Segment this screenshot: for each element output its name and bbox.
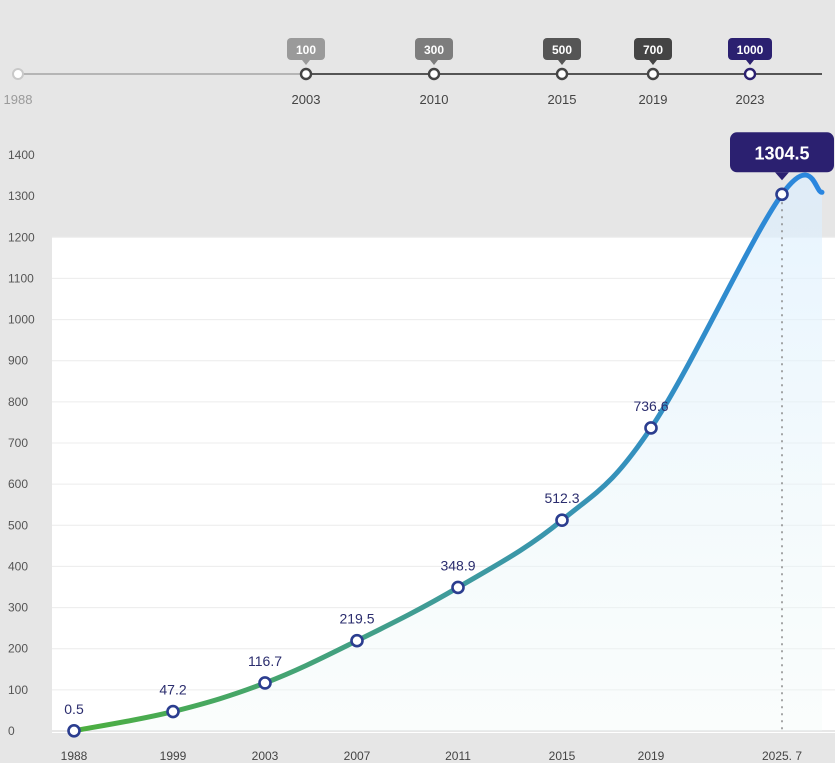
data-value-label: 348.9 <box>440 557 475 573</box>
milestone-dot <box>555 67 569 81</box>
x-tick-label: 2019 <box>638 749 665 763</box>
milestone-badge-label: 700 <box>643 43 663 57</box>
milestone-year-label: 2010 <box>420 92 449 107</box>
milestone-badge <box>287 38 325 60</box>
data-point-marker <box>644 421 658 435</box>
data-point-marker <box>350 633 364 648</box>
data-point-marker <box>451 580 465 595</box>
y-tick-label: 400 <box>8 559 28 573</box>
data-markers <box>67 187 789 738</box>
x-tick-label: 2007 <box>344 749 371 763</box>
timeline-start-dot <box>12 68 24 80</box>
y-tick-label: 600 <box>8 477 28 491</box>
milestone-dot <box>299 67 313 81</box>
y-tick-label: 300 <box>8 601 28 615</box>
x-axis: 1988 1999 2003 2007 2011 2015 2019 2025. 7 <box>61 749 803 763</box>
milestone-badge <box>415 38 453 60</box>
y-tick-label: 1300 <box>8 189 35 203</box>
x-tick-label: 2025. 7 <box>762 749 802 763</box>
milestone-year-label: 2015 <box>548 92 577 107</box>
x-tick-label: 1999 <box>160 749 187 763</box>
data-point-marker <box>258 676 272 690</box>
milestone-badge-label: 300 <box>424 43 444 57</box>
milestone-year-label: 2003 <box>292 92 321 107</box>
x-tick-label: 1988 <box>61 749 88 763</box>
milestone-year-label: 2019 <box>639 92 668 107</box>
y-tick-label: 1400 <box>8 148 35 162</box>
milestone-badge-pointer <box>430 60 438 65</box>
milestone-badge-label: 100 <box>296 43 316 57</box>
timeline-start-label: 1988 <box>4 92 33 107</box>
y-tick-label: 100 <box>8 683 28 697</box>
data-value-label: 512.3 <box>544 490 579 506</box>
callout-pointer <box>775 172 789 181</box>
data-point-marker <box>775 187 789 202</box>
y-axis: 0 100 200 300 400 500 600 700 800 900 1000 1100 1200… <box>8 148 35 738</box>
y-tick-label: 1200 <box>8 230 35 244</box>
milestone-badge <box>728 38 772 60</box>
y-tick-label: 200 <box>8 642 28 656</box>
milestone-badge-pointer <box>746 60 754 65</box>
y-tick-label: 0 <box>8 724 15 738</box>
data-value-label: 736.6 <box>633 398 668 414</box>
data-value-label: 0.5 <box>64 701 84 717</box>
x-tick-label: 2015 <box>549 749 576 763</box>
data-point-marker <box>166 704 180 719</box>
y-tick-label: 1000 <box>8 313 35 327</box>
y-tick-label: 1100 <box>8 271 34 285</box>
data-point-marker <box>555 513 569 528</box>
series-line <box>71 172 825 734</box>
milestone-badge-pointer <box>302 60 310 65</box>
milestone-dot <box>646 67 660 81</box>
milestone-timeline: 1988 100 2003 300 2010 500 2015 700 2019 1000 202… <box>4 38 822 107</box>
highlight-callout: 1304.5 <box>730 132 834 181</box>
callout-value: 1304.5 <box>754 143 809 163</box>
y-tick-label: 500 <box>8 518 28 532</box>
area-fill <box>74 174 822 731</box>
x-tick-label: 2003 <box>252 749 279 763</box>
y-tick-label: 800 <box>8 395 28 409</box>
data-point-marker <box>67 723 81 738</box>
milestone-badge-pointer <box>558 60 566 65</box>
milestone-badge <box>543 38 581 60</box>
milestone-badge <box>634 38 672 60</box>
milestone-dot <box>427 67 441 81</box>
data-value-label: 47.2 <box>159 682 186 698</box>
data-value-label: 116.7 <box>248 653 282 669</box>
milestone-dot <box>743 67 757 81</box>
milestone-year-label: 2023 <box>736 92 765 107</box>
milestone-badge-label: 1000 <box>737 43 764 57</box>
y-tick-label: 900 <box>8 354 28 368</box>
callout-box <box>730 132 834 173</box>
data-value-label: 219.5 <box>339 611 374 627</box>
data-labels: 0.5 47.2 116.7 219.5 348.9 512.3 736.6 <box>64 398 668 717</box>
milestone-badge-pointer <box>649 60 657 65</box>
y-tick-label: 700 <box>8 436 28 450</box>
milestone-badge-label: 500 <box>552 43 572 57</box>
x-tick-label: 2011 <box>445 749 471 763</box>
